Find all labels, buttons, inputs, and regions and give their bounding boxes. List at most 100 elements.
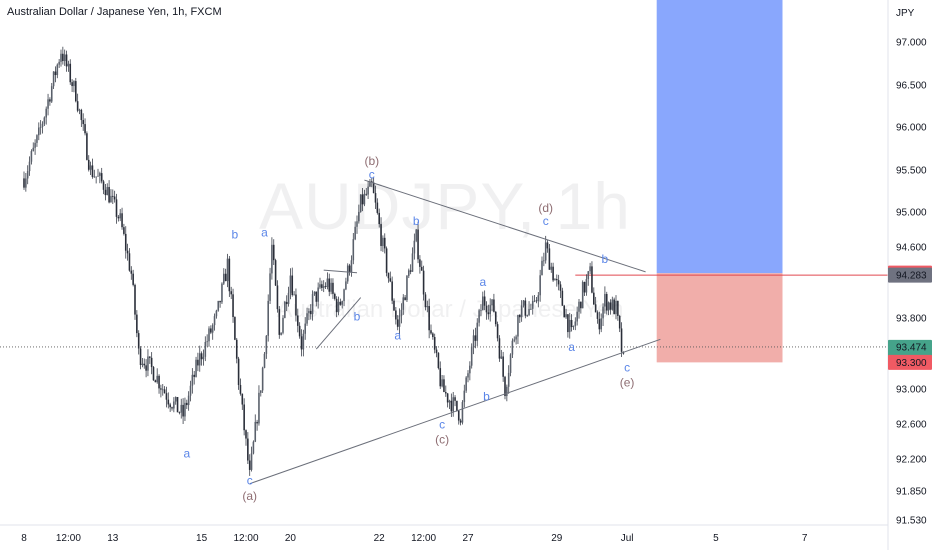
candle xyxy=(598,311,601,335)
candle xyxy=(308,308,310,321)
candle xyxy=(23,171,25,190)
candle xyxy=(195,356,197,378)
candle xyxy=(91,158,94,179)
trendline-2[interactable] xyxy=(315,297,362,350)
wave-label: (d) xyxy=(538,201,553,215)
candle xyxy=(202,349,205,366)
candle xyxy=(208,326,210,347)
candle xyxy=(395,307,397,325)
candle xyxy=(260,390,262,397)
candle xyxy=(43,116,46,127)
candle xyxy=(121,207,123,230)
price-label-text: 93.474 xyxy=(896,342,927,353)
candle xyxy=(272,239,275,265)
trendline-3[interactable] xyxy=(323,269,358,274)
candle xyxy=(80,108,83,128)
candle xyxy=(441,374,443,388)
candle xyxy=(117,214,120,222)
price-label-badge xyxy=(888,354,932,370)
candle xyxy=(574,317,577,331)
x-tick-label: 12:00 xyxy=(56,533,81,544)
candle xyxy=(163,386,166,394)
y-tick-label: 96.000 xyxy=(896,123,927,134)
candle xyxy=(396,315,399,331)
candle xyxy=(258,385,260,426)
candle xyxy=(530,303,532,310)
y-tick-label: 94.600 xyxy=(896,243,927,254)
candle xyxy=(585,274,588,296)
candle xyxy=(411,247,414,272)
candle xyxy=(494,311,497,327)
candle xyxy=(341,300,343,309)
wave-label: (c) xyxy=(435,432,449,446)
candle xyxy=(469,361,471,381)
candle xyxy=(406,274,408,303)
candle xyxy=(528,301,530,317)
candle xyxy=(487,304,490,320)
candle xyxy=(602,303,604,327)
candle xyxy=(456,400,458,412)
candle xyxy=(191,368,194,394)
candle xyxy=(167,392,170,409)
candle xyxy=(391,276,393,305)
candle xyxy=(193,370,195,385)
candle xyxy=(56,63,59,79)
candle xyxy=(522,300,525,308)
candle xyxy=(474,327,477,349)
candle xyxy=(87,155,90,172)
candle xyxy=(445,385,447,397)
candle xyxy=(502,351,504,382)
candle xyxy=(402,294,405,315)
candle xyxy=(572,325,575,330)
candle xyxy=(345,277,347,291)
candle xyxy=(352,233,355,265)
candle xyxy=(600,313,602,333)
candle xyxy=(374,185,377,209)
price-label-text: 94.283 xyxy=(896,271,927,282)
candle xyxy=(298,322,301,339)
candle xyxy=(52,71,55,90)
candle xyxy=(248,454,251,476)
candle xyxy=(567,313,569,338)
x-tick-label: Jul xyxy=(621,533,634,544)
candle xyxy=(65,50,68,72)
candle xyxy=(49,97,51,106)
trendline-0[interactable] xyxy=(364,179,646,273)
candle xyxy=(141,357,144,368)
candle xyxy=(537,292,540,308)
candle xyxy=(409,264,412,275)
candle xyxy=(593,287,595,305)
candle xyxy=(324,282,327,289)
wave-label: b xyxy=(483,389,490,403)
candle xyxy=(45,106,47,125)
candle xyxy=(356,215,358,234)
candle xyxy=(443,375,445,393)
candle xyxy=(554,278,556,281)
candle xyxy=(54,66,57,83)
candle xyxy=(452,391,454,417)
candle xyxy=(187,391,190,411)
candle xyxy=(358,204,360,224)
candle xyxy=(256,419,258,431)
candle xyxy=(34,139,36,155)
price-label-badge xyxy=(888,267,932,283)
candle xyxy=(424,292,427,311)
candle xyxy=(245,429,247,446)
candle xyxy=(576,306,578,326)
candle xyxy=(607,301,610,316)
candle xyxy=(291,267,294,297)
candle xyxy=(293,291,295,296)
x-tick-label: 12:00 xyxy=(411,533,436,544)
position-target-zone[interactable] xyxy=(656,0,783,274)
candle xyxy=(254,414,257,443)
candle xyxy=(541,256,543,276)
candle xyxy=(99,171,101,184)
x-tick-label: 12:00 xyxy=(233,533,258,544)
trendline-1[interactable] xyxy=(249,338,661,485)
candle xyxy=(531,295,534,315)
position-stop-zone[interactable] xyxy=(656,273,783,363)
candle xyxy=(110,189,112,203)
candle xyxy=(563,304,565,318)
